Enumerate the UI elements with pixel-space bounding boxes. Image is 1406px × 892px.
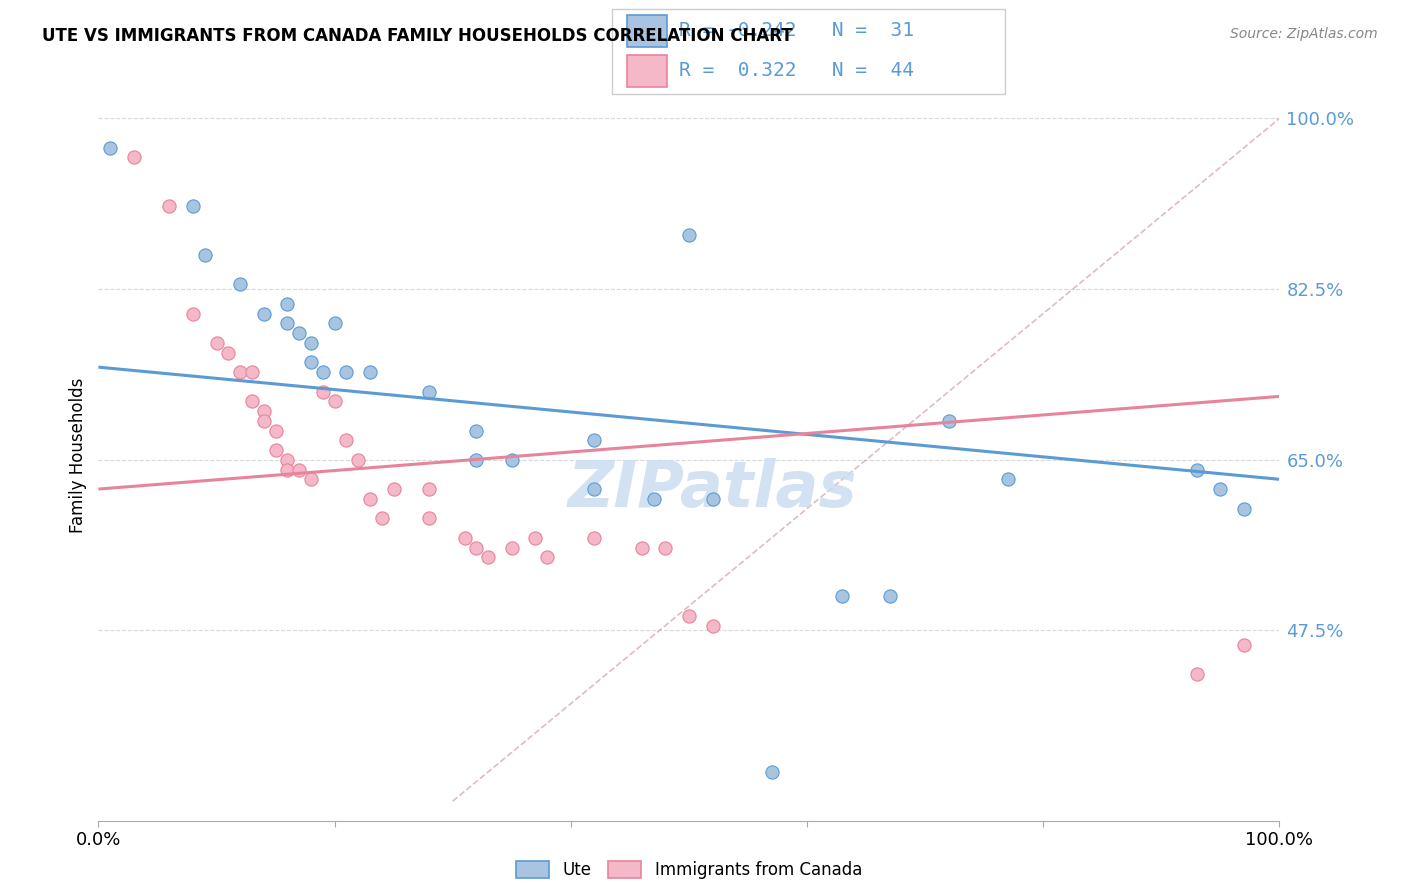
Point (678, 608, 700, 623)
Point (524, 531, 547, 545)
Point (264, 424, 287, 438)
Point (382, 482, 405, 496)
Point (288, 462, 311, 476)
Point (583, 531, 606, 545)
Point (276, 297, 298, 311)
Point (938, 414, 960, 428)
Point (276, 452, 298, 467)
Point (465, 541, 488, 555)
Text: R =  0.322   N =  44: R = 0.322 N = 44 (679, 62, 914, 80)
Point (371, 511, 394, 525)
Point (253, 404, 276, 418)
Text: UTE VS IMMIGRANTS FROM CANADA FAMILY HOUSEHOLDS CORRELATION CHART: UTE VS IMMIGRANTS FROM CANADA FAMILY HOU… (42, 27, 793, 45)
Point (831, 590, 853, 604)
Point (276, 462, 298, 476)
Point (643, 491, 665, 506)
Point (583, 482, 606, 496)
Point (501, 541, 523, 555)
Point (1209, 482, 1232, 496)
Point (335, 434, 357, 448)
Point (1185, 667, 1208, 681)
Text: R = -0.242   N =  31: R = -0.242 N = 31 (679, 21, 914, 40)
Point (1233, 638, 1256, 652)
Point (299, 355, 322, 369)
Point (264, 443, 287, 458)
Point (240, 394, 263, 409)
FancyBboxPatch shape (612, 9, 1005, 94)
Point (229, 277, 252, 292)
Point (205, 335, 228, 350)
Point (477, 550, 499, 565)
Point (702, 618, 724, 632)
Point (501, 452, 523, 467)
Point (240, 365, 263, 379)
Point (122, 151, 145, 165)
Point (465, 424, 488, 438)
Point (630, 541, 652, 555)
Point (299, 472, 322, 486)
Point (194, 248, 217, 262)
Point (465, 452, 488, 467)
Point (98, 141, 121, 155)
Point (654, 541, 676, 555)
Point (217, 345, 239, 359)
FancyBboxPatch shape (627, 15, 666, 47)
Point (418, 511, 440, 525)
Point (1185, 462, 1208, 476)
Point (418, 384, 440, 399)
Point (678, 228, 700, 243)
Point (253, 414, 276, 428)
Point (181, 306, 204, 320)
Point (323, 394, 346, 409)
Point (288, 326, 311, 340)
Point (453, 531, 475, 545)
Text: Source: ZipAtlas.com: Source: ZipAtlas.com (1230, 27, 1378, 41)
Point (312, 384, 335, 399)
FancyBboxPatch shape (627, 54, 666, 87)
Point (229, 365, 252, 379)
Point (879, 590, 901, 604)
Y-axis label: Family Households: Family Households (69, 377, 87, 533)
Point (335, 365, 357, 379)
Point (536, 550, 558, 565)
Point (359, 365, 381, 379)
Point (253, 306, 276, 320)
Point (583, 434, 606, 448)
Point (181, 199, 204, 213)
Point (359, 491, 381, 506)
Point (312, 365, 335, 379)
Point (323, 316, 346, 330)
Point (299, 335, 322, 350)
Point (1233, 501, 1256, 516)
Text: ZIPatlas: ZIPatlas (568, 458, 858, 520)
Point (276, 316, 298, 330)
Point (761, 764, 783, 779)
Point (997, 472, 1019, 486)
Point (418, 482, 440, 496)
Legend: Ute, Immigrants from Canada: Ute, Immigrants from Canada (509, 854, 869, 886)
Point (347, 452, 370, 467)
Point (157, 199, 180, 213)
Point (702, 491, 724, 506)
